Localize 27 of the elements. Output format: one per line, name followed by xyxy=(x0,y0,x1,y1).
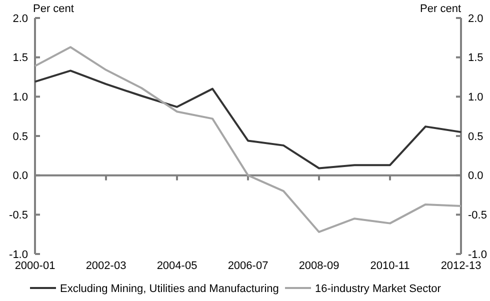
y2-tick-label: 1.0 xyxy=(468,92,484,104)
line-series xyxy=(34,70,462,170)
y-tick-label: 0.0 xyxy=(12,170,28,182)
y2-tick-label: 1.5 xyxy=(468,52,484,64)
y-tick-label: 1.0 xyxy=(12,92,28,104)
x-tick-label: 2010-11 xyxy=(370,260,410,272)
x-tick-label: 2008-09 xyxy=(298,260,340,272)
y-tick-label: 1.5 xyxy=(12,52,28,64)
y2-tick-label: -1.0 xyxy=(468,248,487,261)
x-tick-label: 2000-01 xyxy=(14,260,56,272)
x-tick-label: 2002-03 xyxy=(86,260,126,272)
y-tick-label: -0.5 xyxy=(9,210,28,222)
x-tick-label: 2004-05 xyxy=(156,260,198,272)
y2-axis-title: Per cent xyxy=(420,3,461,15)
y-tick-label: 0.5 xyxy=(12,130,28,143)
y-tick-label: -1.0 xyxy=(9,248,28,261)
legend-label: Excluding Mining, Utilities and Manufacturing xyxy=(60,282,279,295)
y-tick-label: 2.0 xyxy=(12,12,28,25)
y2-tick-label: 0.0 xyxy=(468,170,484,182)
y2-tick-label: 0.5 xyxy=(468,130,484,143)
y-axis-title: Per cent xyxy=(33,3,74,15)
y2-tick-label: -0.5 xyxy=(468,210,487,222)
x-tick-label: 2006-07 xyxy=(228,260,268,272)
legend-label: 16-industry Market Sector xyxy=(315,282,442,295)
x-tick-label: 2012-13 xyxy=(440,260,482,272)
y2-tick-label: 2.0 xyxy=(468,12,484,25)
line-series xyxy=(34,46,462,233)
